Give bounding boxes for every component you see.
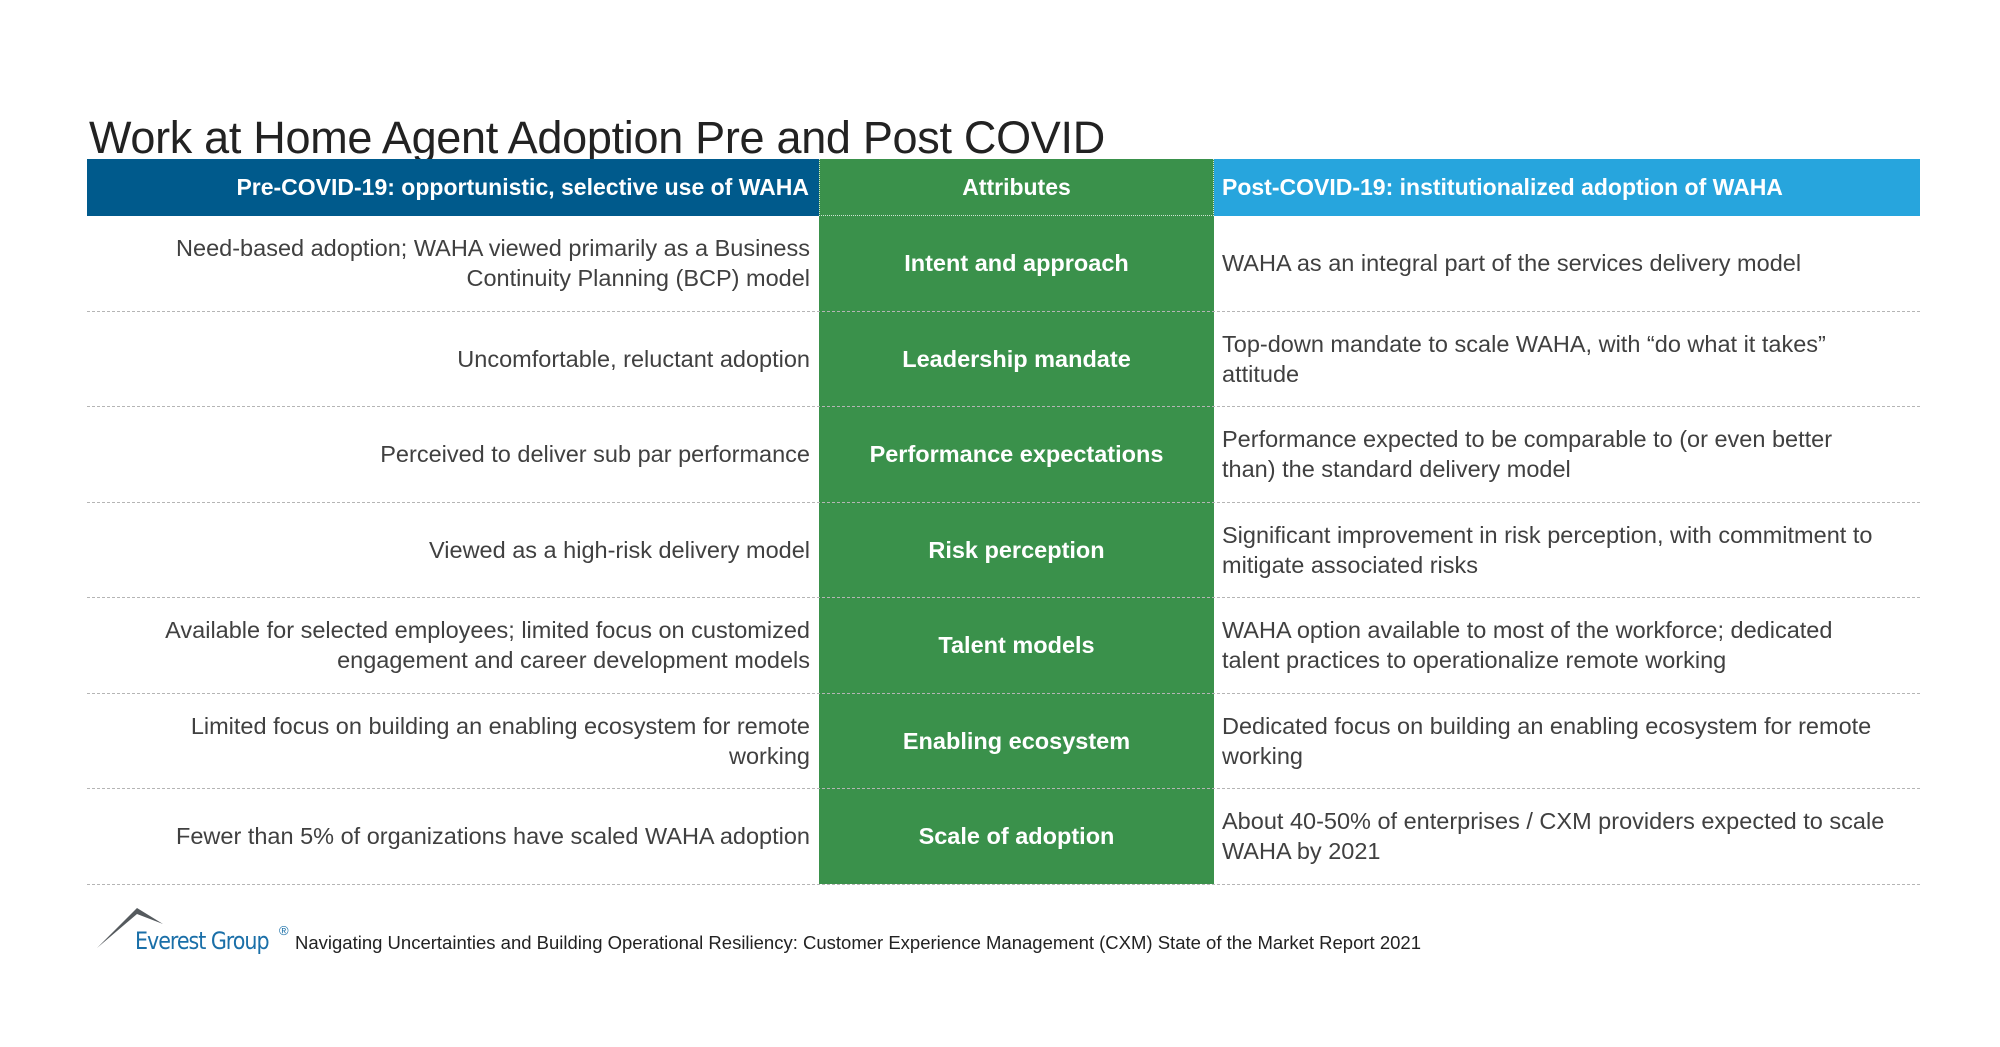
table-row: Fewer than 5% of organizations have scal… xyxy=(87,789,1920,885)
header-pre-covid: Pre-COVID-19: opportunistic, selective u… xyxy=(87,159,819,216)
pre-covid-cell: Fewer than 5% of organizations have scal… xyxy=(176,823,810,850)
pre-covid-cell: Viewed as a high-risk delivery model xyxy=(429,536,810,563)
page-title: Work at Home Agent Adoption Pre and Post… xyxy=(89,112,1105,164)
attribute-cell: Intent and approach xyxy=(904,250,1129,277)
table-row: Available for selected employees; limite… xyxy=(87,598,1920,694)
post-covid-cell: Significant improvement in risk percepti… xyxy=(1222,521,1873,578)
attribute-cell: Leadership mandate xyxy=(902,345,1131,372)
post-covid-cell: Top-down mandate to scale WAHA, with “do… xyxy=(1222,330,1826,387)
post-covid-cell: Dedicated focus on building an enabling … xyxy=(1222,712,1872,769)
attribute-cell: Performance expectations xyxy=(869,441,1164,468)
header-post-covid: Post-COVID-19: institutionalized adoptio… xyxy=(1214,159,1920,216)
attribute-cell: Risk perception xyxy=(928,536,1105,563)
post-covid-cell: WAHA option available to most of the wor… xyxy=(1222,617,1833,674)
source-citation: Navigating Uncertainties and Building Op… xyxy=(295,932,1421,953)
header-attributes: Attributes xyxy=(819,159,1214,216)
attribute-cell: Scale of adoption xyxy=(918,823,1115,850)
post-covid-cell: WAHA as an integral part of the services… xyxy=(1222,250,1802,277)
attribute-cell: Enabling ecosystem xyxy=(902,727,1131,754)
table-row: Limited focus on building an enabling ec… xyxy=(87,694,1920,789)
registered-mark: ® xyxy=(279,923,289,938)
attribute-cell: Talent models xyxy=(938,632,1095,659)
footer: Everest Group ® Navigating Uncertainties… xyxy=(95,897,1595,967)
mountain-peak-icon xyxy=(97,908,163,948)
table-row: Viewed as a high-risk delivery model Ris… xyxy=(87,503,1920,598)
pre-covid-cell: Limited focus on building an enabling ec… xyxy=(190,712,810,769)
post-covid-cell: Performance expected to be comparable to… xyxy=(1222,426,1833,483)
pre-covid-cell: Available for selected employees; limite… xyxy=(165,617,810,674)
pre-covid-cell: Perceived to deliver sub par performance xyxy=(380,441,810,468)
pre-covid-cell: Uncomfortable, reluctant adoption xyxy=(457,345,810,372)
pre-covid-cell: Need-based adoption; WAHA viewed primari… xyxy=(176,235,810,292)
table-row: Perceived to deliver sub par performance… xyxy=(87,407,1920,503)
attribute-column-background xyxy=(819,216,1214,884)
table-row: Uncomfortable, reluctant adoption Leader… xyxy=(87,312,1920,407)
post-covid-cell: About 40-50% of enterprises / CXM provid… xyxy=(1222,808,1885,865)
table-row: Need-based adoption; WAHA viewed primari… xyxy=(87,216,1920,312)
logo-everest-group: Everest Group xyxy=(135,927,270,955)
